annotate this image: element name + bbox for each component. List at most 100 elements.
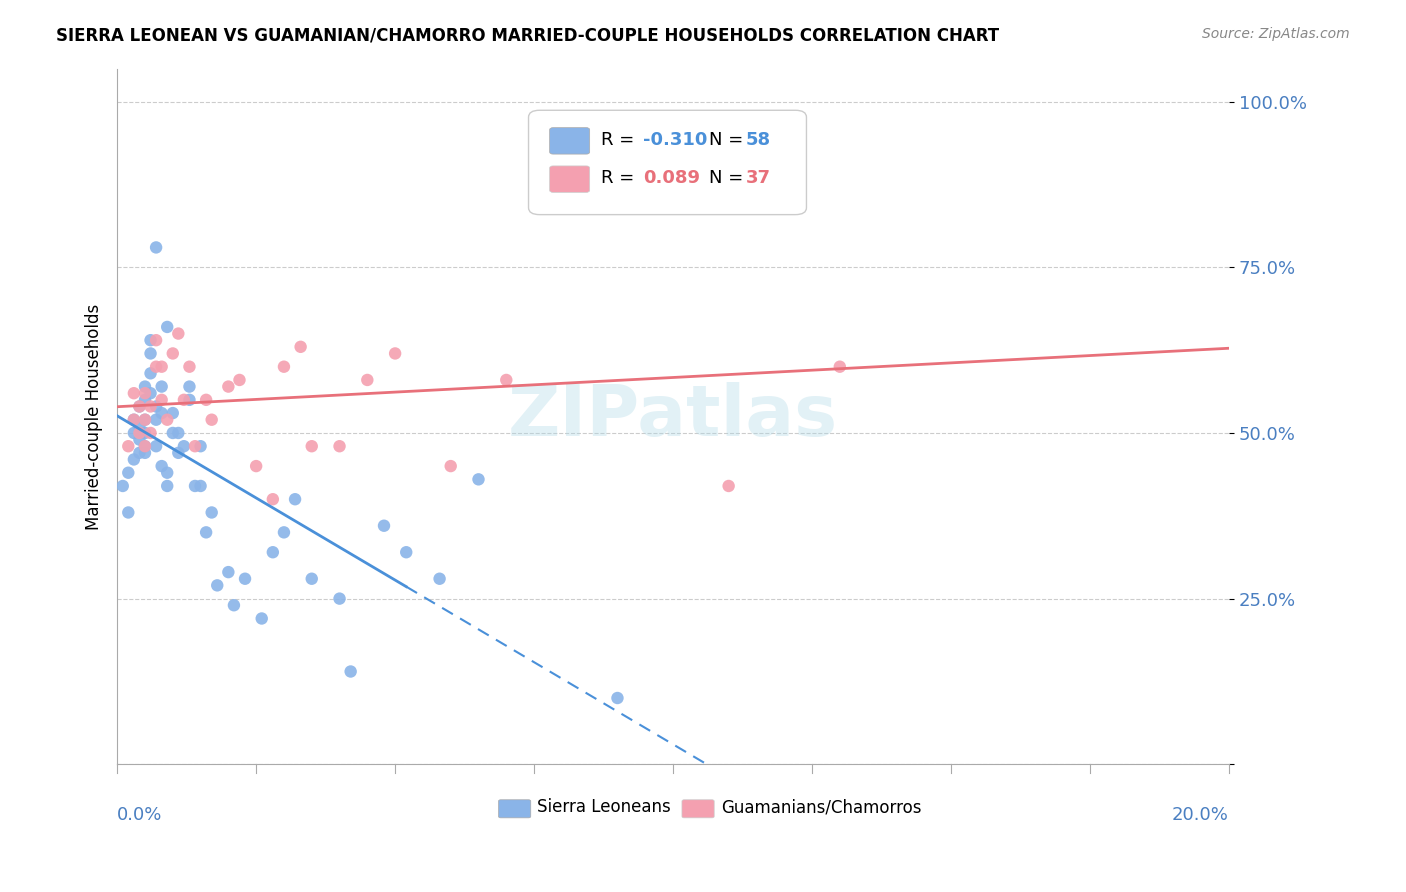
Point [233, 572, 256, 586]
Point [139, 367, 162, 381]
Point [195, 525, 218, 540]
Point [117, 466, 139, 480]
Point [134, 413, 156, 427]
Point [173, 392, 195, 407]
Point [134, 439, 156, 453]
Text: R =: R = [600, 169, 640, 187]
Point [328, 439, 350, 453]
Point [207, 578, 229, 592]
Point [122, 413, 145, 427]
Point [162, 425, 184, 440]
FancyBboxPatch shape [550, 166, 589, 193]
Point [139, 333, 162, 347]
Point [339, 665, 361, 679]
Y-axis label: Married-couple Households: Married-couple Households [86, 303, 103, 530]
Point [134, 446, 156, 460]
Point [284, 492, 307, 507]
Point [117, 506, 139, 520]
Point [167, 326, 190, 341]
Text: SIERRA LEONEAN VS GUAMANIAN/CHAMORRO MARRIED-COUPLE HOUSEHOLDS CORRELATION CHART: SIERRA LEONEAN VS GUAMANIAN/CHAMORRO MAR… [56, 27, 1000, 45]
Point [128, 400, 150, 414]
Point [395, 545, 418, 559]
Text: Source: ZipAtlas.com: Source: ZipAtlas.com [1202, 27, 1350, 41]
Point [290, 340, 312, 354]
Point [384, 346, 406, 360]
Point [162, 346, 184, 360]
Text: 37: 37 [745, 169, 770, 187]
Point [717, 479, 740, 493]
Point [145, 400, 167, 414]
Point [145, 240, 167, 254]
Point [245, 459, 267, 474]
Point [150, 379, 173, 393]
FancyBboxPatch shape [529, 111, 807, 215]
Point [173, 439, 195, 453]
Point [122, 425, 145, 440]
Point [145, 333, 167, 347]
Point [111, 479, 134, 493]
Point [162, 406, 184, 420]
Point [828, 359, 851, 374]
Point [201, 506, 224, 520]
Text: 0.089: 0.089 [643, 169, 700, 187]
Text: 0.0%: 0.0% [117, 806, 163, 824]
Point [467, 472, 489, 486]
Point [495, 373, 517, 387]
Point [373, 518, 395, 533]
Point [606, 181, 628, 195]
Point [201, 413, 224, 427]
Point [128, 446, 150, 460]
Point [273, 359, 295, 374]
Text: 58: 58 [745, 131, 770, 149]
Point [156, 466, 179, 480]
Point [301, 439, 323, 453]
Text: N =: N = [709, 169, 748, 187]
Point [190, 439, 212, 453]
Point [273, 525, 295, 540]
Point [179, 379, 201, 393]
Point [156, 320, 179, 334]
Point [429, 572, 451, 586]
Point [117, 439, 139, 453]
Point [145, 439, 167, 453]
Point [179, 392, 201, 407]
Point [134, 425, 156, 440]
Point [139, 425, 162, 440]
Point [440, 459, 463, 474]
Point [150, 406, 173, 420]
Text: 20.0%: 20.0% [1173, 806, 1229, 824]
Point [122, 386, 145, 401]
Text: Guamanians/Chamorros: Guamanians/Chamorros [721, 798, 921, 816]
FancyBboxPatch shape [550, 128, 589, 154]
Point [217, 565, 239, 579]
Point [262, 545, 284, 559]
Point [190, 479, 212, 493]
Point [139, 346, 162, 360]
Point [134, 392, 156, 407]
Point [228, 373, 250, 387]
Point [156, 479, 179, 493]
Point [156, 413, 179, 427]
Point [134, 413, 156, 427]
Point [301, 572, 323, 586]
Point [184, 479, 207, 493]
Point [195, 392, 218, 407]
Point [179, 359, 201, 374]
Point [122, 452, 145, 467]
Text: N =: N = [709, 131, 748, 149]
Point [167, 425, 190, 440]
Point [134, 439, 156, 453]
Text: -0.310: -0.310 [643, 131, 707, 149]
FancyBboxPatch shape [499, 800, 530, 818]
Point [139, 400, 162, 414]
Point [128, 425, 150, 440]
Text: R =: R = [600, 131, 640, 149]
Point [150, 392, 173, 407]
Text: ZIPatlas: ZIPatlas [508, 382, 838, 450]
Point [217, 379, 239, 393]
Point [222, 599, 245, 613]
Point [250, 611, 273, 625]
Point [606, 691, 628, 706]
Point [328, 591, 350, 606]
Point [167, 446, 190, 460]
